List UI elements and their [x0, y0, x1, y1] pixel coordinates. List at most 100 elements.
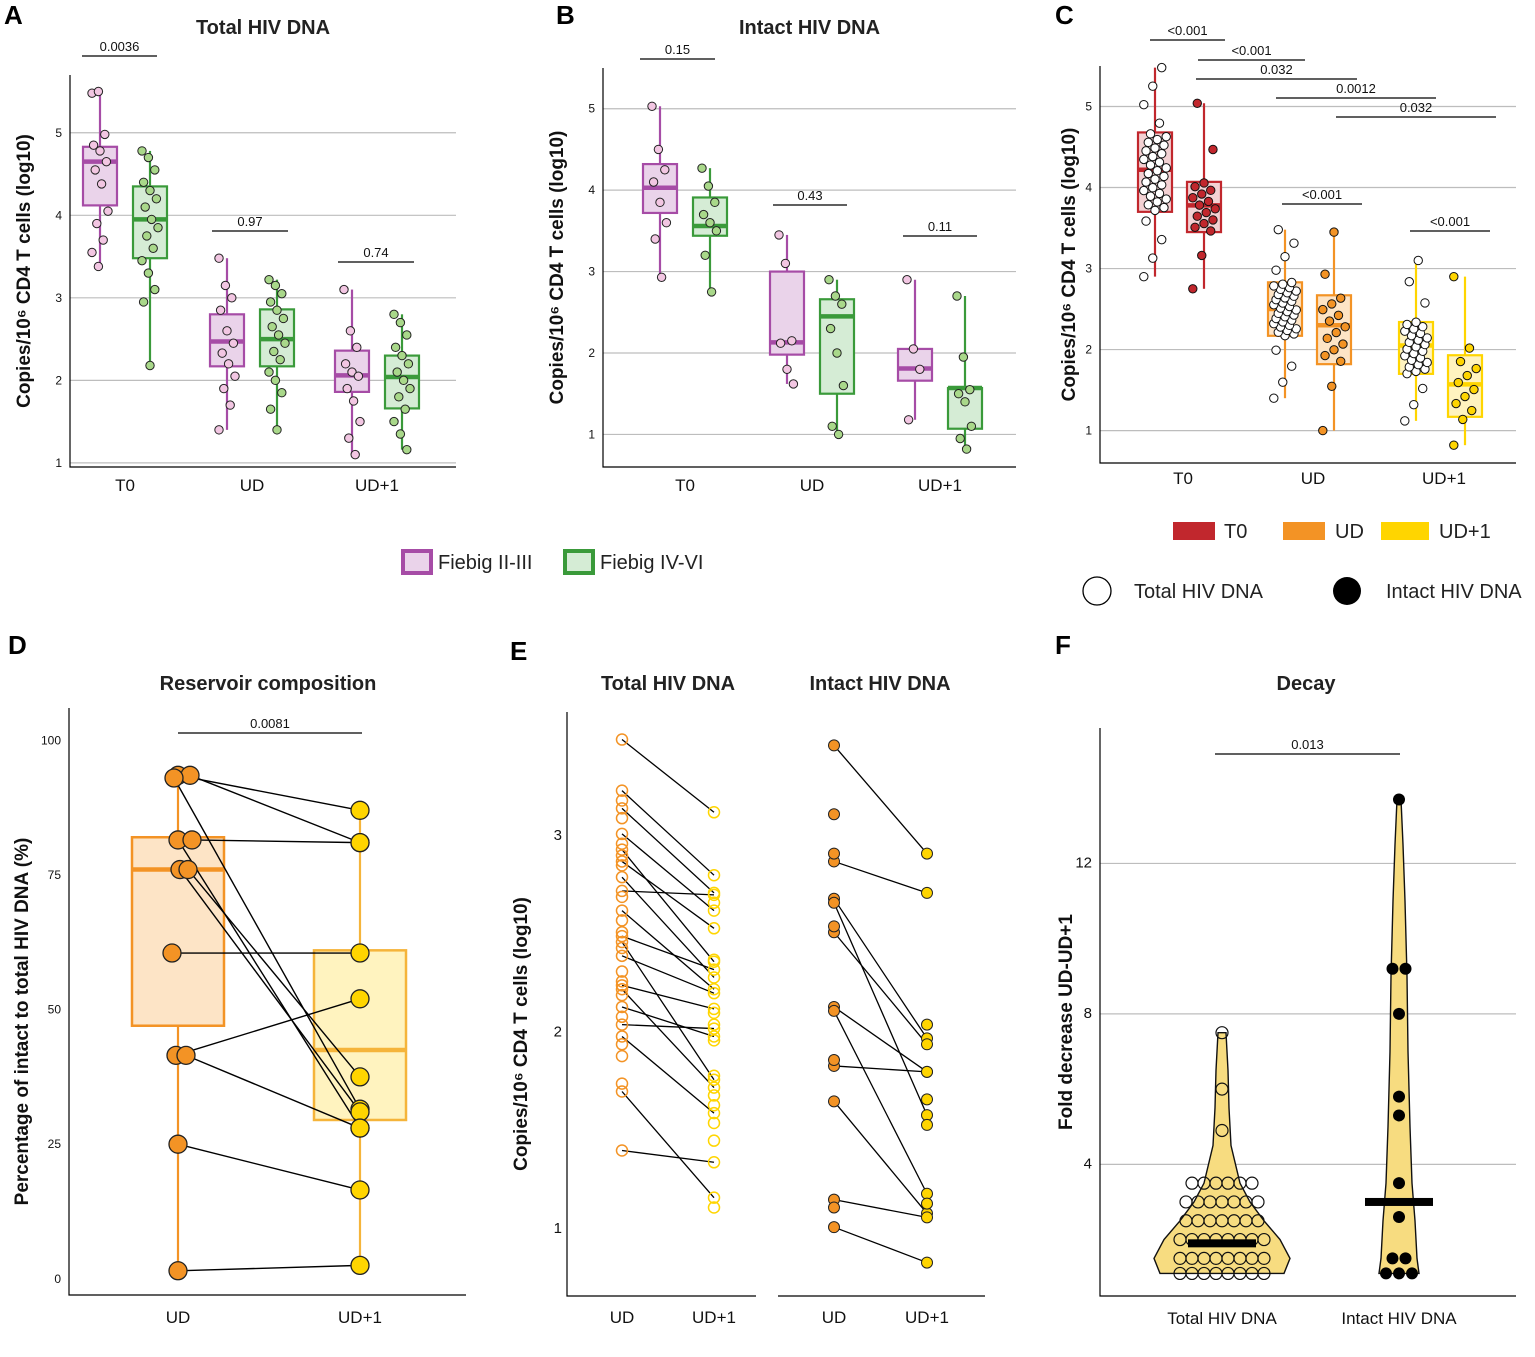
- panel-a-data-point: [270, 375, 281, 386]
- panel-b-data-point: [774, 230, 784, 240]
- panel-e-title-total: Total HIV DNA: [601, 673, 735, 695]
- panel-a-data-point: [138, 297, 149, 307]
- panel-f-median-total: [1188, 1239, 1256, 1248]
- panel-f-point-intact: [1386, 962, 1399, 975]
- panel-c-data-point: [1471, 363, 1481, 374]
- panel-c-data-point: [1340, 322, 1350, 332]
- panel-c-data-point: [1329, 227, 1339, 237]
- panel-e-total-point-ud1: [707, 1106, 721, 1120]
- panel-a-data-point: [389, 416, 399, 427]
- panel-a-data-point: [146, 214, 157, 225]
- panel-f-point-total: [1257, 1232, 1271, 1247]
- panel-d-point-ud: [168, 1261, 188, 1281]
- panel-c-data-point: [1190, 181, 1200, 192]
- panel-c-comp1-pvalue: <0.001: [1231, 43, 1271, 58]
- panel-a-ytick: 1: [55, 456, 62, 470]
- panel-c-data-point: [1338, 339, 1348, 349]
- panel-c-data-point: [1154, 118, 1165, 128]
- panel-c-data-point: [1143, 137, 1153, 148]
- panel-c-data-point: [1199, 218, 1209, 229]
- panel-c-data-point: [1269, 281, 1279, 291]
- panel-c-ytick: 1: [1085, 424, 1092, 438]
- panel-e-intact-point-ud1: [921, 1118, 933, 1131]
- panel-letter-a: A: [4, 0, 23, 30]
- panel-d-ud1-box: [312, 949, 408, 1122]
- panel-b-ud-pvalue: 0.43: [797, 188, 822, 203]
- panel-c-data-point: [1289, 238, 1299, 248]
- panel-e-total-point-ud: [615, 837, 629, 850]
- panel-e-total-pair-line: [621, 1023, 715, 1030]
- panel-d-pair-line: [177, 1143, 361, 1191]
- panel-d-pvalue: 0.0081: [250, 716, 290, 731]
- panel-c-comp2-pvalue: 0.032: [1260, 62, 1293, 77]
- panel-d-point-ud1: [350, 989, 370, 1009]
- panel-c-ytick: 5: [1085, 100, 1092, 114]
- panel-c-data-point: [1188, 284, 1198, 294]
- panel-e-intact-pair-line: [833, 860, 928, 894]
- panel-f-point-intact: [1393, 793, 1405, 806]
- panel-d-point-ud1: [350, 832, 370, 853]
- panel-c-data-point: [1152, 166, 1162, 176]
- panel-e-total-point-ud1: [707, 983, 721, 996]
- panel-c-data-point: [1269, 393, 1279, 403]
- panel-c-data-point: [1139, 271, 1149, 282]
- panel-c-data-point: [1287, 361, 1297, 371]
- panel-e-intact-point-ud1: [921, 847, 933, 860]
- panel-b-data-point: [838, 380, 849, 391]
- panel-letter-f: F: [1055, 630, 1071, 660]
- panel-e-intact-point-ud: [828, 739, 840, 752]
- panel-a-ytick: 2: [55, 373, 62, 387]
- panel-c-data-point: [1208, 215, 1218, 225]
- panel-c-comp3-pvalue: 0.0012: [1336, 81, 1376, 96]
- panel-e-ytick: 2: [554, 1024, 562, 1041]
- panel-c-data-point: [1148, 81, 1158, 91]
- panel-e-intact-pair-line: [833, 1010, 928, 1195]
- panel-a-data-point: [269, 346, 279, 357]
- panel-c-data-point: [1152, 134, 1162, 145]
- panel-b-data-point: [961, 444, 972, 454]
- panel-d-ytick: 100: [41, 733, 61, 747]
- panel-b-data-point: [908, 344, 919, 354]
- panel-d-point-ud1: [350, 1102, 370, 1122]
- panel-a-data-point: [355, 416, 365, 427]
- panel-a-data-point: [214, 253, 224, 263]
- panel-b-data-point: [710, 197, 720, 208]
- legend-label-ud: UD: [1335, 521, 1364, 543]
- panel-c-data-point: [1148, 151, 1158, 162]
- panel-d-ytick: 25: [48, 1137, 62, 1151]
- panel-d-point-ud1: [350, 1180, 370, 1200]
- panel-a-data-point: [148, 243, 158, 254]
- panel-f-point-total: [1215, 1082, 1229, 1096]
- panel-c-data-point: [1420, 298, 1430, 308]
- panel-f-point-intact: [1393, 1090, 1405, 1103]
- panel-b-data-point: [960, 397, 970, 407]
- panel-f-point-intact: [1399, 962, 1412, 975]
- panel-e-xtick-total: UD: [610, 1308, 635, 1327]
- panel-f-point-total: [1179, 1195, 1193, 1209]
- panel-b-s1-c1-box: [818, 298, 856, 395]
- panel-d-point-ud: [176, 1045, 196, 1066]
- panel-c-data-point: [1318, 425, 1328, 436]
- panel-c-data-point: [1141, 146, 1151, 156]
- panel-e-intact-pair-line: [833, 745, 928, 854]
- panel-a-ud1-pvalue: 0.74: [363, 245, 388, 260]
- panel-e-total-pair-line: [621, 790, 715, 876]
- panel-a-data-point: [348, 396, 359, 406]
- panel-d-pair-line: [191, 839, 361, 844]
- legend-swatch-ud1: [1381, 522, 1429, 540]
- legend-label-fiebig-late: Fiebig IV-VI: [600, 552, 703, 574]
- panel-e-total-point-ud1: [707, 1030, 721, 1043]
- panel-e-total-point-ud1: [707, 1201, 721, 1214]
- panel-e-intact-point-ud1: [921, 1038, 933, 1051]
- panel-d-title: Reservoir composition: [160, 673, 377, 695]
- panel-b-data-point: [711, 226, 722, 236]
- panel-b-data-point: [705, 218, 715, 228]
- panel-e-total-point-ud1: [707, 1022, 721, 1035]
- panel-c-data-point: [1336, 293, 1346, 303]
- panel-c-data-point: [1197, 250, 1207, 261]
- panel-b-data-point: [660, 165, 670, 175]
- panel-c-data-point: [1467, 405, 1477, 416]
- panel-c-data-point: [1333, 310, 1344, 321]
- panel-f-ylabel: Fold decrease UD-UD+1: [1056, 914, 1077, 1130]
- panel-b-data-point: [787, 336, 797, 346]
